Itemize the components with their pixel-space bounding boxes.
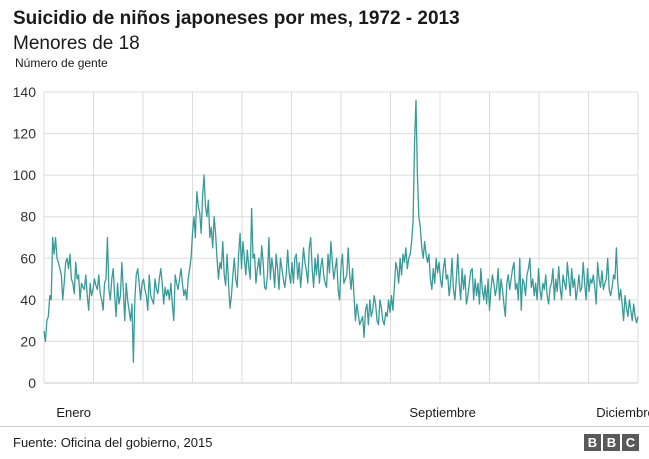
y-tick-label: 80 xyxy=(20,209,36,225)
y-tick-label: 60 xyxy=(20,250,36,266)
y-tick-labels: 0 20 40 60 80 100 120 140 xyxy=(13,84,37,391)
x-tick-label: Enero xyxy=(56,405,91,420)
bbc-logo-letter: B xyxy=(584,434,601,451)
source-note: Fuente: Oficina del gobierno, 2015 xyxy=(13,435,213,450)
x-tick-label: Diciembre xyxy=(596,405,649,420)
x-tick-label: Septiembre xyxy=(409,405,475,420)
y-tick-label: 100 xyxy=(13,167,37,183)
bbc-logo-letter: B xyxy=(603,434,620,451)
y-tick-label: 120 xyxy=(13,126,37,142)
y-tick-label: 20 xyxy=(20,333,36,349)
bbc-logo-letter: C xyxy=(622,434,639,451)
y-axis-unit-label: Número de gente xyxy=(15,56,108,70)
chart-title: Suicidio de niños japoneses por mes, 197… xyxy=(13,8,460,29)
y-tick-label: 0 xyxy=(28,375,36,391)
series-line xyxy=(43,99,639,363)
chart-subtitle: Menores de 18 xyxy=(13,33,140,54)
y-tick-label: 140 xyxy=(13,84,37,100)
series-group xyxy=(43,99,639,363)
bbc-logo: B B C xyxy=(584,434,639,451)
x-tick-labels: Enero Septiembre Diciembre xyxy=(56,405,649,420)
footer-divider xyxy=(0,426,649,427)
y-tick-label: 40 xyxy=(20,292,36,308)
grid-lines xyxy=(43,91,639,384)
